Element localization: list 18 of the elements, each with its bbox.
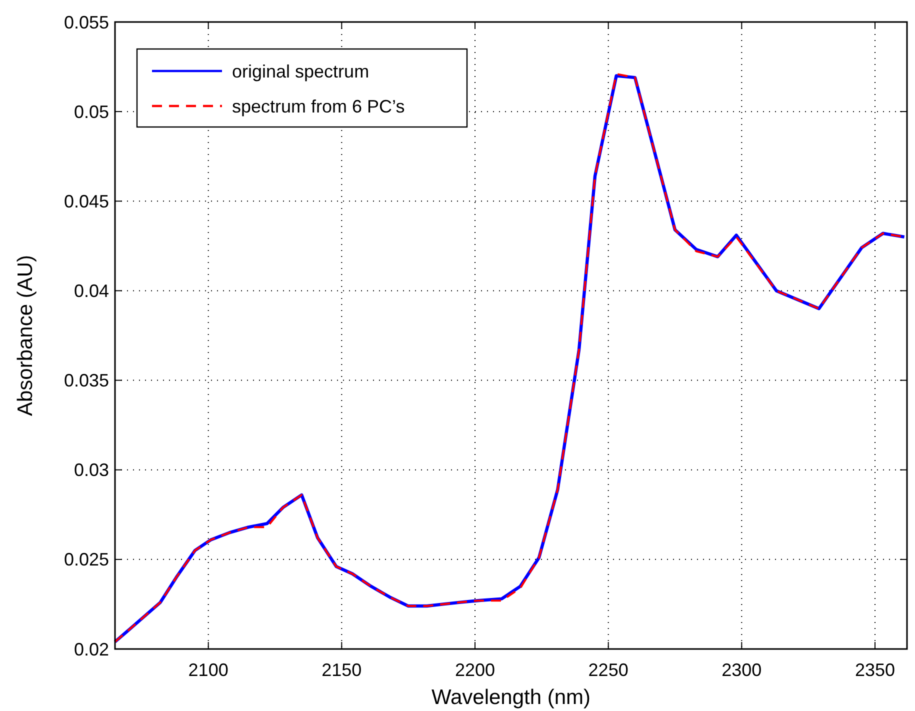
x-tick-label: 2300	[722, 660, 762, 680]
y-tick-label: 0.055	[64, 12, 109, 32]
y-axis-title: Absorbance (AU)	[14, 254, 37, 416]
x-tick-label: 2350	[854, 660, 896, 680]
x-tick-label: 2250	[588, 660, 628, 680]
y-tick-label: 0.04	[74, 281, 109, 302]
y-tick-label: 0.02	[74, 639, 109, 660]
x-tick-label: 2150	[322, 660, 362, 680]
y-tick-label: 0.045	[64, 191, 109, 212]
x-axis-title: Wavelength (nm)	[431, 686, 591, 709]
x-tick-label: 2100	[188, 660, 228, 680]
y-tick-label: 0.03	[74, 460, 109, 480]
legend-label: spectrum from 6 PC’s	[232, 96, 405, 116]
y-tick-label: 0.035	[64, 370, 109, 391]
y-tick-label: 0.05	[74, 102, 109, 122]
legend-label: original spectrum	[232, 61, 370, 82]
y-tick-label: 0.025	[64, 550, 109, 570]
x-tick-label: 2200	[454, 660, 496, 680]
